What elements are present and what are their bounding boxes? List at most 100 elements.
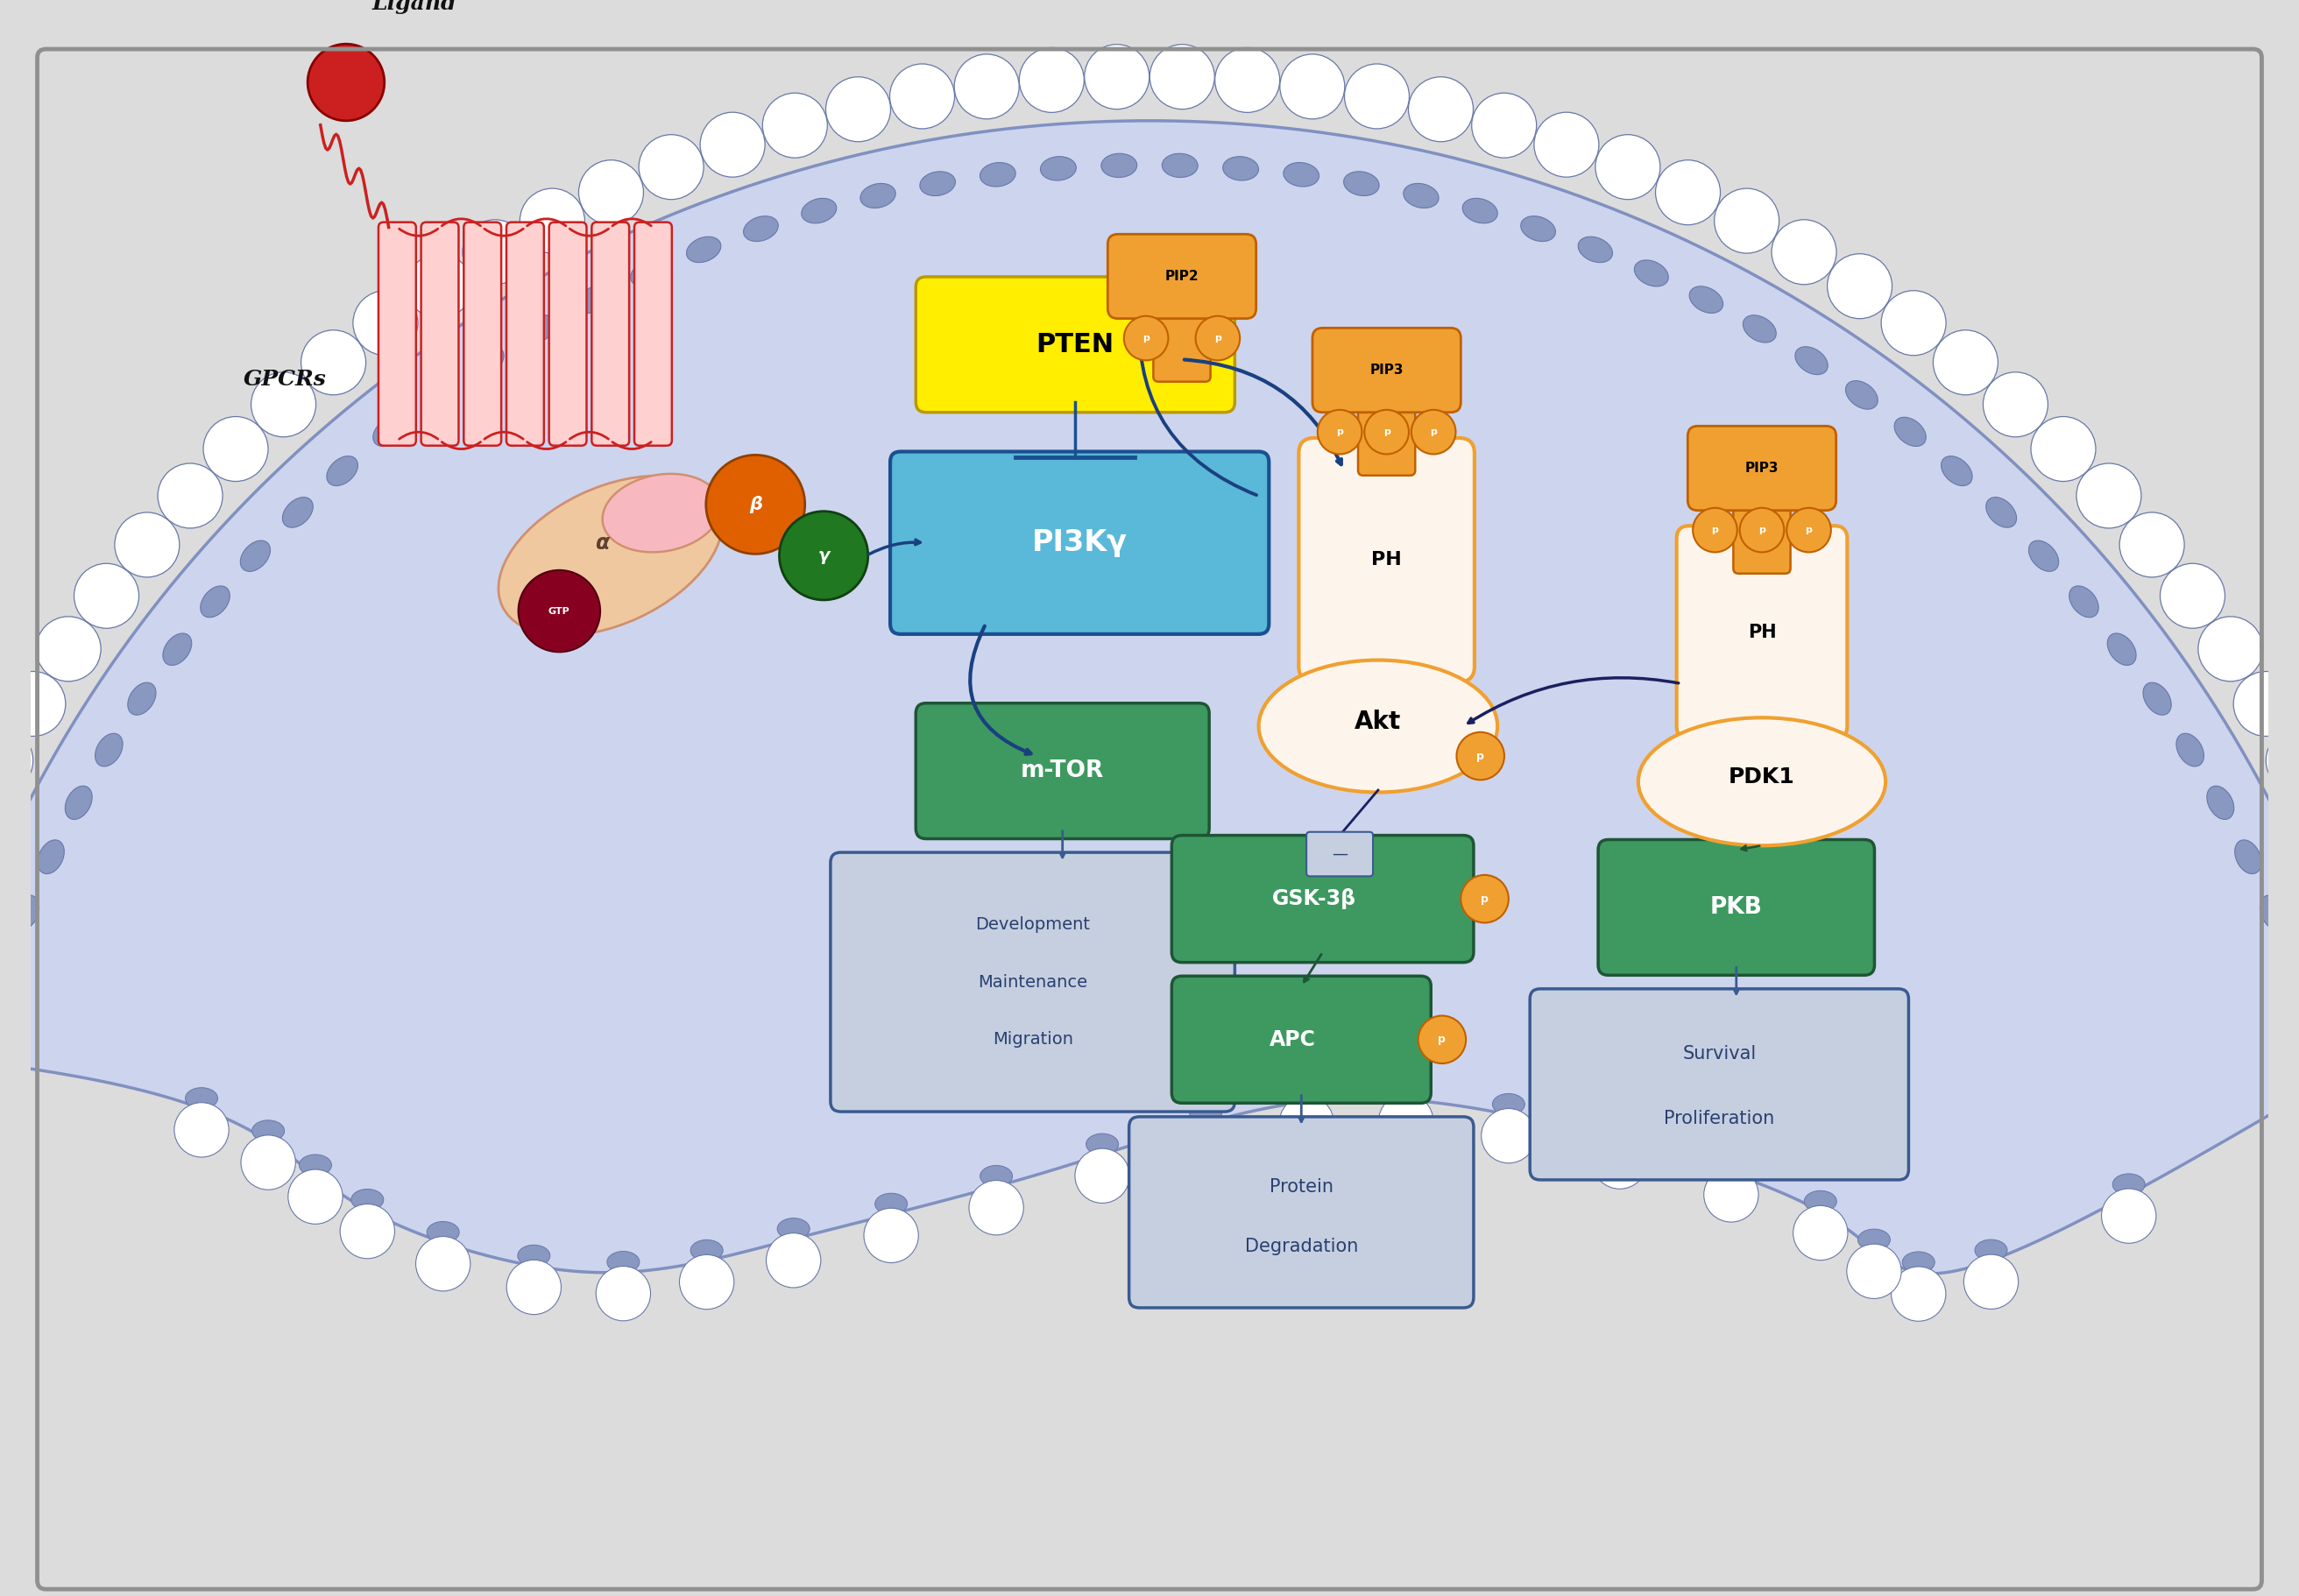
Text: APC: APC xyxy=(1269,1029,1315,1050)
Circle shape xyxy=(74,563,138,629)
Ellipse shape xyxy=(1602,1119,1637,1141)
Ellipse shape xyxy=(979,1165,1012,1187)
Text: Degradation: Degradation xyxy=(1244,1237,1359,1254)
Text: p: p xyxy=(1384,428,1391,436)
Ellipse shape xyxy=(1283,163,1320,187)
Ellipse shape xyxy=(1975,1240,2007,1261)
Circle shape xyxy=(1345,64,1409,129)
Circle shape xyxy=(2076,463,2140,528)
Circle shape xyxy=(115,512,179,578)
Text: m-TOR: m-TOR xyxy=(1021,760,1104,782)
Ellipse shape xyxy=(876,1194,908,1215)
Ellipse shape xyxy=(372,417,405,447)
Ellipse shape xyxy=(241,541,271,571)
Circle shape xyxy=(1281,54,1345,120)
Text: PIP2: PIP2 xyxy=(1166,270,1198,282)
Circle shape xyxy=(1460,875,1508,922)
Ellipse shape xyxy=(687,236,722,262)
Text: p: p xyxy=(1143,334,1150,343)
Circle shape xyxy=(1085,45,1150,109)
Circle shape xyxy=(1793,1205,1848,1261)
Ellipse shape xyxy=(1635,260,1669,286)
Circle shape xyxy=(1715,188,1779,254)
Text: —: — xyxy=(1331,846,1347,862)
Circle shape xyxy=(2101,1189,2156,1243)
Ellipse shape xyxy=(607,1251,639,1272)
Circle shape xyxy=(340,1203,395,1259)
Circle shape xyxy=(520,188,584,254)
Ellipse shape xyxy=(743,215,779,241)
Circle shape xyxy=(175,1103,230,1157)
Ellipse shape xyxy=(522,314,556,343)
Ellipse shape xyxy=(602,474,722,552)
Circle shape xyxy=(1533,112,1598,177)
Ellipse shape xyxy=(1101,153,1138,177)
Circle shape xyxy=(1278,1096,1333,1151)
Ellipse shape xyxy=(979,163,1016,187)
Ellipse shape xyxy=(1041,156,1076,180)
Circle shape xyxy=(1593,1135,1646,1189)
Ellipse shape xyxy=(37,839,64,875)
Circle shape xyxy=(202,417,269,482)
Text: p: p xyxy=(1336,428,1343,436)
Circle shape xyxy=(864,1208,920,1262)
Circle shape xyxy=(0,787,2,851)
Circle shape xyxy=(779,511,869,600)
Ellipse shape xyxy=(186,1087,218,1109)
FancyBboxPatch shape xyxy=(890,452,1269,634)
Ellipse shape xyxy=(1846,381,1878,409)
Circle shape xyxy=(968,1181,1023,1235)
Ellipse shape xyxy=(428,1221,460,1243)
Ellipse shape xyxy=(920,171,956,196)
Circle shape xyxy=(2297,787,2299,851)
Circle shape xyxy=(1018,48,1085,112)
Text: GPCRs: GPCRs xyxy=(244,369,326,389)
Ellipse shape xyxy=(2177,734,2205,766)
Ellipse shape xyxy=(1520,215,1556,241)
Circle shape xyxy=(159,463,223,528)
FancyBboxPatch shape xyxy=(506,222,545,445)
Ellipse shape xyxy=(1901,1251,1936,1274)
Circle shape xyxy=(1692,508,1738,552)
Circle shape xyxy=(1846,1243,1901,1299)
Ellipse shape xyxy=(1577,236,1612,262)
Circle shape xyxy=(301,330,366,394)
Ellipse shape xyxy=(2069,586,2099,618)
Circle shape xyxy=(354,290,418,356)
Ellipse shape xyxy=(1402,184,1439,207)
Circle shape xyxy=(1379,1093,1432,1149)
Text: PIP3: PIP3 xyxy=(1370,364,1402,377)
Circle shape xyxy=(1124,316,1168,361)
Circle shape xyxy=(2267,728,2299,793)
Circle shape xyxy=(37,616,101,681)
Ellipse shape xyxy=(14,895,39,929)
Circle shape xyxy=(1892,1267,1945,1321)
Circle shape xyxy=(766,1234,821,1288)
Ellipse shape xyxy=(1258,661,1497,792)
Ellipse shape xyxy=(1189,1101,1221,1124)
Ellipse shape xyxy=(0,951,16,986)
Ellipse shape xyxy=(690,1240,722,1261)
Text: Survival: Survival xyxy=(1683,1045,1756,1063)
Ellipse shape xyxy=(283,498,313,528)
Ellipse shape xyxy=(2108,634,2136,666)
Circle shape xyxy=(2030,417,2097,482)
Circle shape xyxy=(1655,160,1720,225)
Circle shape xyxy=(1828,254,1892,319)
Ellipse shape xyxy=(200,586,230,618)
Text: Ligand: Ligand xyxy=(372,0,455,14)
Text: GSK-3β: GSK-3β xyxy=(1271,889,1356,910)
Text: PH: PH xyxy=(1747,624,1777,642)
Text: p: p xyxy=(1439,1034,1446,1045)
FancyBboxPatch shape xyxy=(635,222,671,445)
Circle shape xyxy=(2120,512,2184,578)
FancyBboxPatch shape xyxy=(1154,295,1212,381)
Circle shape xyxy=(825,77,890,142)
Ellipse shape xyxy=(129,683,156,715)
FancyBboxPatch shape xyxy=(1598,839,1874,975)
Ellipse shape xyxy=(1940,456,1973,485)
Circle shape xyxy=(954,54,1018,120)
Ellipse shape xyxy=(1492,1093,1524,1116)
Ellipse shape xyxy=(253,1120,285,1141)
Text: Migration: Migration xyxy=(993,1031,1074,1047)
